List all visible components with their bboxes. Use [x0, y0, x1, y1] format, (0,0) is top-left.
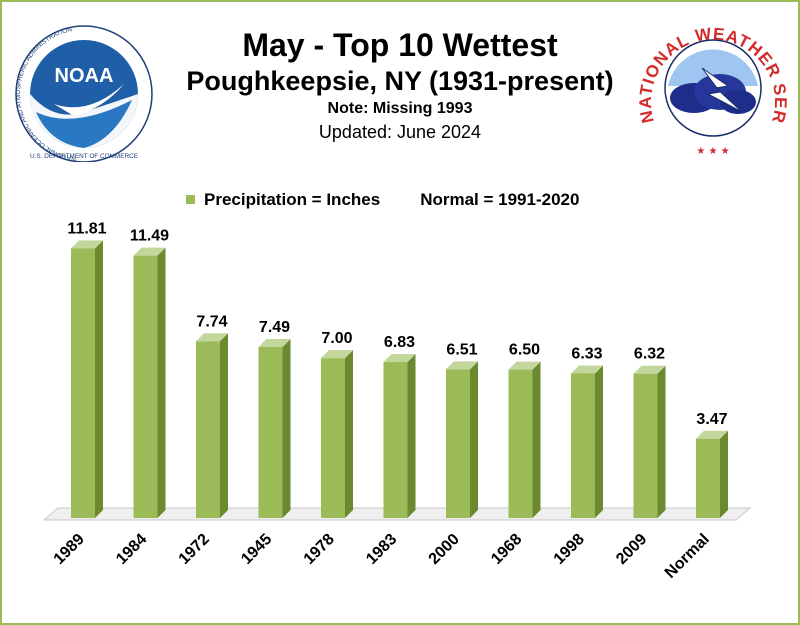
legend-series-label: Precipitation = Inches: [204, 190, 381, 209]
bar: [446, 369, 470, 518]
bar: [696, 438, 720, 518]
bar-value-label: 6.51: [446, 341, 477, 358]
bar: [321, 358, 345, 518]
x-tick-label: Normal: [662, 531, 713, 582]
chart-note: Note: Missing 1993: [327, 100, 473, 117]
bar-top: [446, 361, 478, 370]
updated-text: Updated: June 2024: [318, 122, 482, 142]
bar-value-label: 11.49: [130, 228, 169, 245]
bar: [508, 369, 533, 518]
bar-top: [321, 350, 353, 359]
x-tick-label: 1968: [488, 531, 525, 568]
bar-side: [282, 338, 291, 518]
bar: [258, 346, 283, 518]
bar-value-label: 7.74: [196, 313, 227, 330]
bar-side: [470, 361, 478, 518]
bar-top: [383, 354, 416, 363]
bar-side: [345, 350, 353, 518]
bar-top: [133, 247, 166, 256]
bar-value-label: 6.32: [634, 346, 665, 363]
x-tick-label: 1983: [363, 531, 400, 568]
noaa-wordmark: NOAA: [55, 65, 114, 87]
bar-top: [508, 361, 541, 370]
x-tick-label: 1998: [551, 531, 588, 568]
bar-side: [720, 430, 728, 518]
bar: [383, 362, 408, 518]
chart-title: May - Top 10 Wettest: [242, 27, 558, 63]
nws-logo: NATIONAL WEATHER SERVICE ★ ★ ★: [638, 8, 788, 157]
x-tick-label: 2000: [426, 531, 463, 568]
bar-value-label: 7.49: [259, 319, 290, 336]
bar-side: [157, 247, 166, 518]
bar-side: [407, 354, 416, 518]
bar-side: [532, 361, 541, 518]
legend-normal-label: Normal = 1991-2020: [420, 190, 580, 209]
noaa-logo: NOAA NATIONAL OCEANIC AND ATMOSPHERIC AD…: [15, 25, 153, 162]
x-tick-label: 2009: [613, 531, 650, 568]
x-tick-label: 1989: [51, 531, 88, 568]
bar-value-label: 7.00: [321, 330, 352, 347]
bar-top: [196, 333, 228, 342]
bar-top: [571, 365, 603, 374]
bar-side: [95, 240, 103, 519]
bar: [133, 255, 158, 518]
x-tick-label: 1978: [301, 531, 338, 568]
bar-value-label: 6.33: [571, 345, 602, 362]
x-tick-label: 1945: [238, 531, 275, 568]
bar: [571, 373, 595, 518]
bar-side: [220, 333, 228, 518]
bar-top: [71, 240, 103, 249]
title-block: May - Top 10 Wettest Poughkeepsie, NY (1…: [150, 26, 650, 144]
bar-top: [258, 338, 291, 347]
bar: [71, 248, 95, 519]
noaa-bottom-text: U.S. DEPARTMENT OF COMMERCE: [30, 153, 138, 160]
legend-swatch: [186, 195, 195, 205]
x-tick-label: 1984: [113, 531, 150, 568]
chart-subtitle: Poughkeepsie, NY (1931-present): [186, 66, 614, 96]
bar-top: [696, 430, 728, 439]
x-tick-label: 1972: [176, 531, 213, 568]
bar-side: [657, 365, 666, 518]
nws-stars: ★ ★ ★: [696, 146, 729, 157]
bar: [196, 341, 220, 518]
bar: [633, 373, 658, 518]
bar-value-label: 6.50: [509, 342, 540, 359]
bar-value-label: 3.47: [696, 411, 727, 428]
bar-value-label: 6.83: [384, 334, 415, 351]
bar-side: [595, 365, 603, 518]
bar-top: [633, 365, 666, 374]
legend: Precipitation = Inches Normal = 1991-2020: [186, 190, 579, 210]
bar-value-label: 11.81: [67, 220, 106, 237]
